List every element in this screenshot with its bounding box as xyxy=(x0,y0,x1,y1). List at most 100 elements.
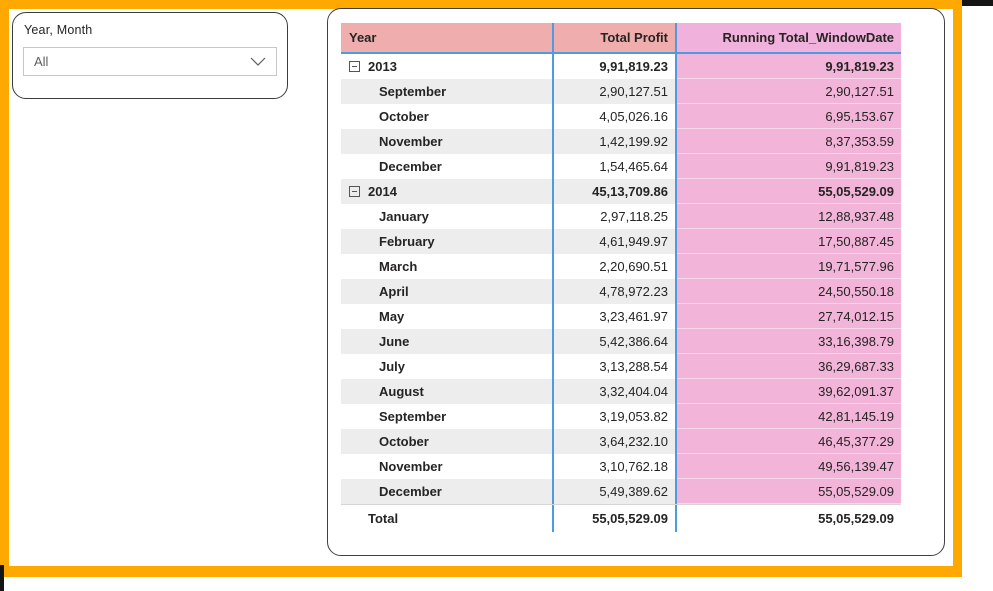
running-total-value[interactable]: 49,56,139.47 xyxy=(677,454,901,479)
row-label-cell[interactable]: 2014 xyxy=(341,179,554,204)
running-total-value[interactable]: 9,91,819.23 xyxy=(677,154,901,179)
running-total-value[interactable]: 36,29,687.33 xyxy=(677,354,901,379)
profit-value[interactable]: 45,13,709.86 xyxy=(554,179,677,204)
column-header-year[interactable]: Year xyxy=(341,23,554,52)
profit-value[interactable]: 5,49,389.62 xyxy=(554,479,677,504)
row-label-cell[interactable]: July xyxy=(341,354,554,379)
row-label-cell[interactable]: September xyxy=(341,79,554,104)
row-label: December xyxy=(379,159,442,174)
running-total-value[interactable]: 46,45,377.29 xyxy=(677,429,901,454)
profit-value[interactable]: 4,61,949.97 xyxy=(554,229,677,254)
profit-value[interactable]: 3,64,232.10 xyxy=(554,429,677,454)
row-label-cell[interactable]: May xyxy=(341,304,554,329)
row-label-cell[interactable]: June xyxy=(341,329,554,354)
profit-value[interactable]: 1,42,199.92 xyxy=(554,129,677,154)
table-row[interactable]: September 2,90,127.51 2,90,127.51 xyxy=(341,79,901,104)
running-total-value[interactable]: 27,74,012.15 xyxy=(677,304,901,329)
running-total-value[interactable]: 42,81,145.19 xyxy=(677,404,901,429)
row-label: 2014 xyxy=(368,184,397,199)
row-label: March xyxy=(379,259,418,274)
table-row[interactable]: April 4,78,972.23 24,50,550.18 xyxy=(341,279,901,304)
matrix-visual: Year Total Profit Running Total_WindowDa… xyxy=(327,8,945,556)
matrix-table: Year Total Profit Running Total_WindowDa… xyxy=(341,23,901,532)
row-label: January xyxy=(379,209,429,224)
profit-value[interactable]: 3,19,053.82 xyxy=(554,404,677,429)
table-row[interactable]: December 5,49,389.62 55,05,529.09 xyxy=(341,479,901,504)
profit-value[interactable]: 3,23,461.97 xyxy=(554,304,677,329)
row-label-cell[interactable]: January xyxy=(341,204,554,229)
total-profit-value: 55,05,529.09 xyxy=(554,505,677,532)
running-total-value[interactable]: 33,16,398.79 xyxy=(677,329,901,354)
running-total-value[interactable]: 12,88,937.48 xyxy=(677,204,901,229)
row-label-cell[interactable]: March xyxy=(341,254,554,279)
collapse-icon[interactable] xyxy=(349,61,360,72)
table-row[interactable]: July 3,13,288.54 36,29,687.33 xyxy=(341,354,901,379)
running-total-value[interactable]: 55,05,529.09 xyxy=(677,179,901,204)
row-label-cell[interactable]: October xyxy=(341,429,554,454)
chevron-down-icon[interactable] xyxy=(250,57,266,66)
row-label-cell[interactable]: October xyxy=(341,104,554,129)
profit-value[interactable]: 1,54,465.64 xyxy=(554,154,677,179)
table-row[interactable]: 2014 45,13,709.86 55,05,529.09 xyxy=(341,179,901,204)
running-total-value[interactable]: 24,50,550.18 xyxy=(677,279,901,304)
running-total-value[interactable]: 8,37,353.59 xyxy=(677,129,901,154)
table-row[interactable]: January 2,97,118.25 12,88,937.48 xyxy=(341,204,901,229)
slicer-visual: Year, Month All xyxy=(12,12,288,99)
profit-value[interactable]: 4,78,972.23 xyxy=(554,279,677,304)
row-label: October xyxy=(379,434,429,449)
running-total-value[interactable]: 19,71,577.96 xyxy=(677,254,901,279)
profit-value[interactable]: 5,42,386.64 xyxy=(554,329,677,354)
row-label-cell[interactable]: December xyxy=(341,479,554,504)
row-label-cell[interactable]: February xyxy=(341,229,554,254)
profit-value[interactable]: 2,20,690.51 xyxy=(554,254,677,279)
table-row[interactable]: September 3,19,053.82 42,81,145.19 xyxy=(341,404,901,429)
row-label: December xyxy=(379,484,442,499)
table-row[interactable]: June 5,42,386.64 33,16,398.79 xyxy=(341,329,901,354)
row-label-cell[interactable]: September xyxy=(341,404,554,429)
running-total-value[interactable]: 6,95,153.67 xyxy=(677,104,901,129)
running-total-value[interactable]: 55,05,529.09 xyxy=(677,479,901,504)
table-row[interactable]: October 3,64,232.10 46,45,377.29 xyxy=(341,429,901,454)
profit-value[interactable]: 2,97,118.25 xyxy=(554,204,677,229)
row-label-cell[interactable]: April xyxy=(341,279,554,304)
row-label-cell[interactable]: November xyxy=(341,129,554,154)
table-row[interactable]: February 4,61,949.97 17,50,887.45 xyxy=(341,229,901,254)
slicer-dropdown[interactable]: All xyxy=(23,47,277,76)
collapse-icon[interactable] xyxy=(349,186,360,197)
column-header-profit[interactable]: Total Profit xyxy=(554,23,677,52)
row-label: August xyxy=(379,384,424,399)
row-label-cell[interactable]: November xyxy=(341,454,554,479)
row-label: May xyxy=(379,309,405,324)
table-row[interactable]: March 2,20,690.51 19,71,577.96 xyxy=(341,254,901,279)
table-row[interactable]: May 3,23,461.97 27,74,012.15 xyxy=(341,304,901,329)
table-row[interactable]: November 1,42,199.92 8,37,353.59 xyxy=(341,129,901,154)
column-header-running[interactable]: Running Total_WindowDate xyxy=(677,23,901,52)
profit-value[interactable]: 2,90,127.51 xyxy=(554,79,677,104)
running-total-value[interactable]: 2,90,127.51 xyxy=(677,79,901,104)
row-label-cell[interactable]: December xyxy=(341,154,554,179)
running-total-value[interactable]: 9,91,819.23 xyxy=(677,54,901,79)
table-row[interactable]: 2013 9,91,819.23 9,91,819.23 xyxy=(341,54,901,79)
row-label: 2013 xyxy=(368,59,397,74)
slicer-selected-value: All xyxy=(34,54,49,69)
profit-value[interactable]: 3,32,404.04 xyxy=(554,379,677,404)
row-label: October xyxy=(379,109,429,124)
table-row[interactable]: November 3,10,762.18 49,56,139.47 xyxy=(341,454,901,479)
row-label: June xyxy=(379,334,410,349)
table-body: 2013 9,91,819.23 9,91,819.23 September 2,90,… xyxy=(341,54,901,504)
running-total-value[interactable]: 17,50,887.45 xyxy=(677,229,901,254)
running-total-value[interactable]: 39,62,091.37 xyxy=(677,379,901,404)
table-row[interactable]: August 3,32,404.04 39,62,091.37 xyxy=(341,379,901,404)
row-label-cell[interactable]: 2013 xyxy=(341,54,554,79)
row-label: November xyxy=(379,459,443,474)
profit-value[interactable]: 3,13,288.54 xyxy=(554,354,677,379)
table-row[interactable]: October 4,05,026.16 6,95,153.67 xyxy=(341,104,901,129)
row-label-cell[interactable]: August xyxy=(341,379,554,404)
table-total-row[interactable]: Total 55,05,529.09 55,05,529.09 xyxy=(341,504,901,532)
profit-value[interactable]: 4,05,026.16 xyxy=(554,104,677,129)
profit-value[interactable]: 9,91,819.23 xyxy=(554,54,677,79)
table-row[interactable]: December 1,54,465.64 9,91,819.23 xyxy=(341,154,901,179)
row-label: July xyxy=(379,359,406,374)
profit-value[interactable]: 3,10,762.18 xyxy=(554,454,677,479)
